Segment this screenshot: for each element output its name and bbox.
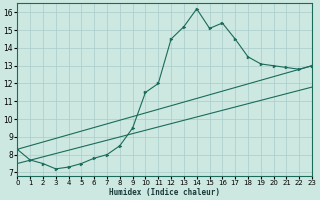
X-axis label: Humidex (Indice chaleur): Humidex (Indice chaleur) [109, 188, 220, 197]
